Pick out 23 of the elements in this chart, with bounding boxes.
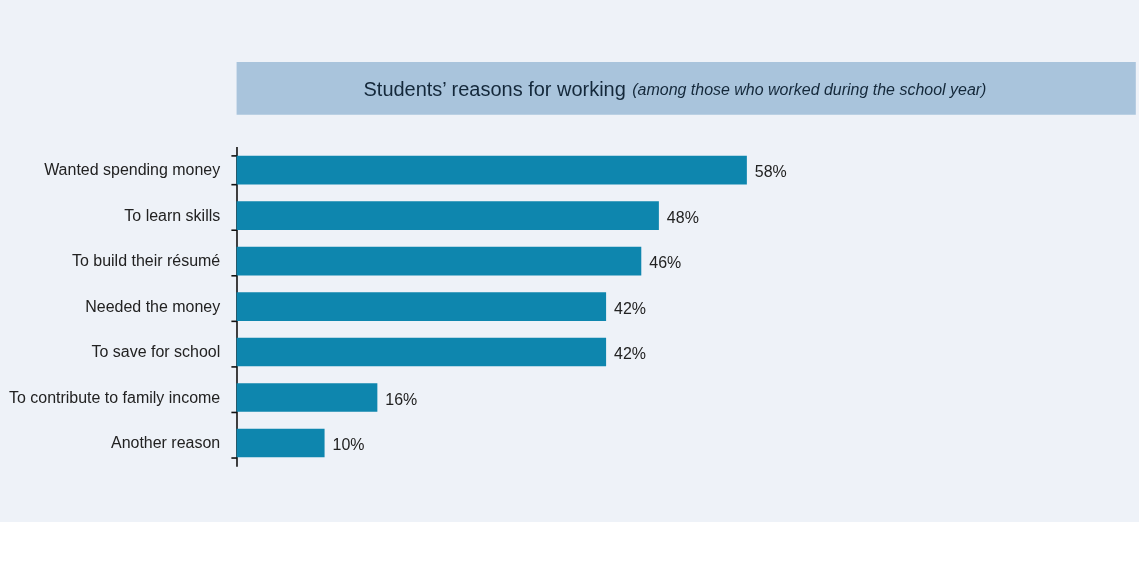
text: (among those who worked during the school year) xyxy=(632,80,987,98)
bar xyxy=(236,292,607,321)
data-label: 58% xyxy=(754,163,787,181)
y-tick-label: Wanted spending money xyxy=(44,161,221,179)
bar xyxy=(236,383,378,412)
bar xyxy=(236,246,642,276)
y-tick-label: To build their résumé xyxy=(71,252,221,270)
bar xyxy=(236,201,659,230)
y-tick-label: To save for school xyxy=(91,343,221,361)
data-label: 46% xyxy=(649,254,682,272)
data-label: 16% xyxy=(385,390,418,408)
y-tick-label: Another reason xyxy=(111,434,221,452)
data-label: 48% xyxy=(666,208,699,226)
data-label: 42% xyxy=(614,299,647,317)
bar xyxy=(236,428,325,458)
y-tick-label: Needed the money xyxy=(85,297,221,315)
y-tick-label: To contribute to family income xyxy=(8,388,221,406)
y-tick-label: To learn skills xyxy=(124,206,221,224)
bar xyxy=(236,337,607,367)
data-label: 42% xyxy=(614,345,647,363)
bar xyxy=(236,155,747,185)
data-label: 10% xyxy=(332,436,365,454)
chart-title: Students’ reasons for working xyxy=(363,77,626,100)
